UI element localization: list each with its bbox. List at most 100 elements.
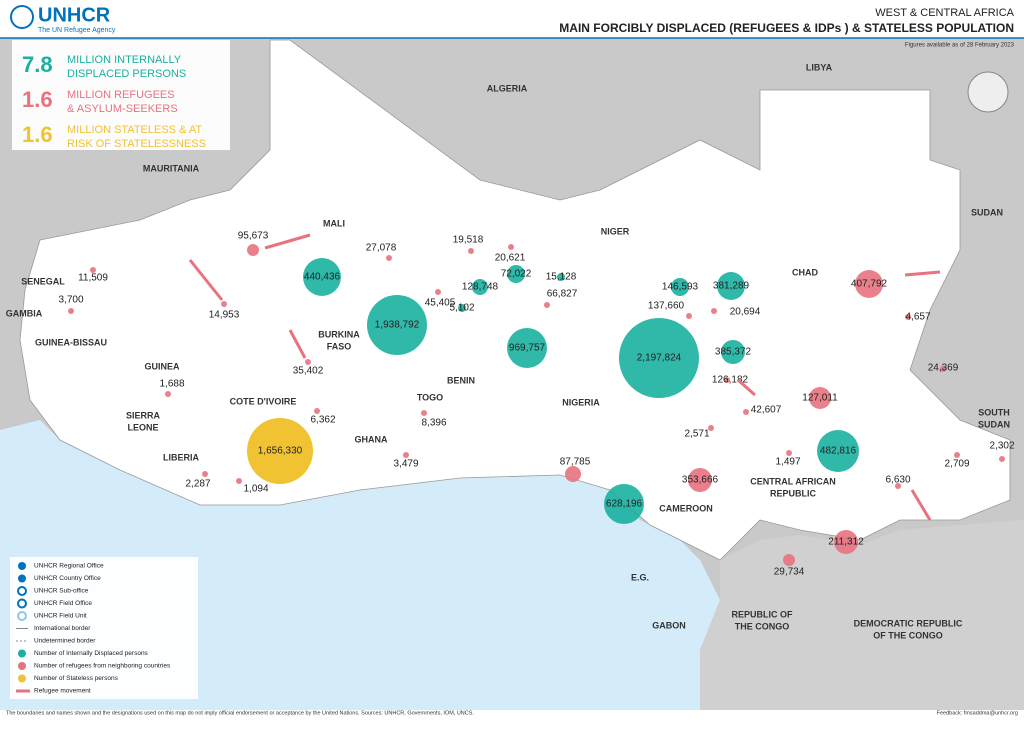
refugee-bubble (435, 289, 441, 295)
refugee-label: 3,700 (58, 295, 83, 306)
date: Figures available as of 28 February 2023 (905, 43, 1015, 49)
stateless-label: 1,656,330 (258, 446, 303, 457)
idp-bubble (717, 272, 745, 300)
legend-label: Undetermined border (34, 638, 96, 645)
refugee-bubble (743, 409, 749, 415)
refugee-label: 2,287 (185, 479, 210, 490)
idp-label: 628,196 (606, 499, 643, 510)
refugee-bubble (247, 244, 259, 256)
country-label: LIBYA (806, 62, 833, 72)
refugee-label: 45,405 (425, 298, 456, 309)
idp-label: 2,197,824 (637, 353, 682, 364)
refugee-movement (288, 329, 307, 359)
country-label: BURKINA (318, 329, 360, 339)
refugee-label: 2,302 (989, 441, 1014, 452)
idp-bubble (367, 295, 427, 355)
country-label: COTE D'IVOIRE (230, 396, 297, 406)
refugee-bubble (809, 387, 831, 409)
refugee-label: 1,688 (159, 379, 184, 390)
refugee-label: 2,571 (684, 429, 709, 440)
country-label: GHANA (355, 434, 388, 444)
idp-label: 482,816 (820, 446, 857, 457)
country-label: MAURITANIA (143, 163, 200, 173)
refugee-bubble (421, 410, 427, 416)
country-label: DEMOCRATIC REPUBLIC (854, 618, 963, 628)
refugee-label: 407,792 (851, 279, 888, 290)
refugee-label: 20,621 (495, 253, 526, 264)
legend-label: UNHCR Sub-office (34, 588, 89, 595)
refugee-bubble (403, 452, 409, 458)
summary-number: 7.8 (22, 52, 53, 77)
legend-label: International border (34, 625, 91, 632)
country-label: THE CONGO (735, 621, 790, 631)
idp-label: 440,436 (304, 272, 341, 283)
summary-label: & ASYLUM-SEEKERS (67, 103, 178, 115)
idp-label: 381,289 (713, 281, 750, 292)
refugee-bubble (855, 270, 883, 298)
refugee-label: 137,660 (648, 301, 685, 312)
country-label: BENIN (447, 375, 475, 385)
country-label: REPUBLIC OF (731, 609, 793, 619)
country-label: E.G. (631, 572, 649, 582)
summary-label: RISK OF STATELESSNESS (67, 138, 206, 150)
country-label: GABON (652, 620, 686, 630)
refugee-bubble (165, 391, 171, 397)
summary-label: MILLION REFUGEES (67, 89, 175, 101)
refugee-label: 24,369 (928, 363, 959, 374)
summary-box (12, 40, 230, 150)
refugee-bubble (565, 466, 581, 482)
refugee-bubble (90, 267, 96, 273)
refugee-label: 42,607 (751, 405, 782, 416)
legend-label: Number of Internally Displaced persons (34, 650, 149, 657)
refugee-label: 29,734 (774, 567, 805, 578)
legend-symbol (17, 611, 27, 621)
refugee-label: 3,479 (393, 459, 418, 470)
refugee-label: 6,362 (310, 415, 335, 426)
refugee-bubble (708, 425, 714, 431)
refugee-label: 127,011 (802, 393, 838, 404)
refugee-bubble (686, 313, 692, 319)
refugee-movement (910, 489, 932, 521)
refugee-label: 20,694 (730, 307, 761, 318)
refugee-label: 353,666 (682, 475, 719, 486)
refugee-bubble (508, 244, 514, 250)
idp-bubble (619, 318, 699, 398)
country-label: MALI (323, 218, 345, 228)
idp-label: 128,748 (462, 282, 499, 293)
refugee-label: 11,509 (78, 273, 108, 284)
refugee-label: 1,497 (775, 457, 800, 468)
refugee-bubble (236, 478, 242, 484)
idp-bubble (557, 273, 565, 281)
country-label: SUDAN (971, 207, 1003, 217)
legend-box (10, 557, 198, 699)
country-label: CENTRAL AFRICAN (750, 476, 836, 486)
idp-bubble (472, 279, 488, 295)
refugee-bubble (305, 359, 311, 365)
legend-symbol (18, 674, 26, 683)
country-label: GUINEA-BISSAU (35, 337, 107, 347)
refugee-bubble (905, 314, 911, 320)
country-label: CAMEROON (659, 503, 713, 513)
refugee-bubble (711, 308, 717, 314)
refugee-label: 35,402 (293, 366, 324, 377)
refugee-movement (264, 233, 311, 250)
country-label: ALGERIA (487, 83, 528, 93)
country-label: GAMBIA (6, 308, 43, 318)
refugee-bubble (724, 377, 730, 383)
country-label: CHAD (792, 267, 818, 277)
country-label: NIGERIA (562, 397, 600, 407)
idp-bubble (604, 484, 644, 524)
refugee-bubble (688, 468, 712, 492)
refugee-label: 4,657 (905, 312, 930, 323)
idp-bubble (671, 278, 689, 296)
refugee-bubble (834, 530, 858, 554)
refugee-bubble (544, 302, 550, 308)
feedback: Feedback: fmsaddma@unhcr.org (937, 710, 1018, 716)
refugee-label: 8,396 (421, 418, 446, 429)
idp-label: 969,757 (509, 343, 546, 354)
region: WEST & CENTRAL AFRICA (875, 7, 1014, 19)
refugee-bubble (954, 452, 960, 458)
southern-neighbors (700, 520, 1024, 710)
legend-symbol (18, 562, 26, 570)
